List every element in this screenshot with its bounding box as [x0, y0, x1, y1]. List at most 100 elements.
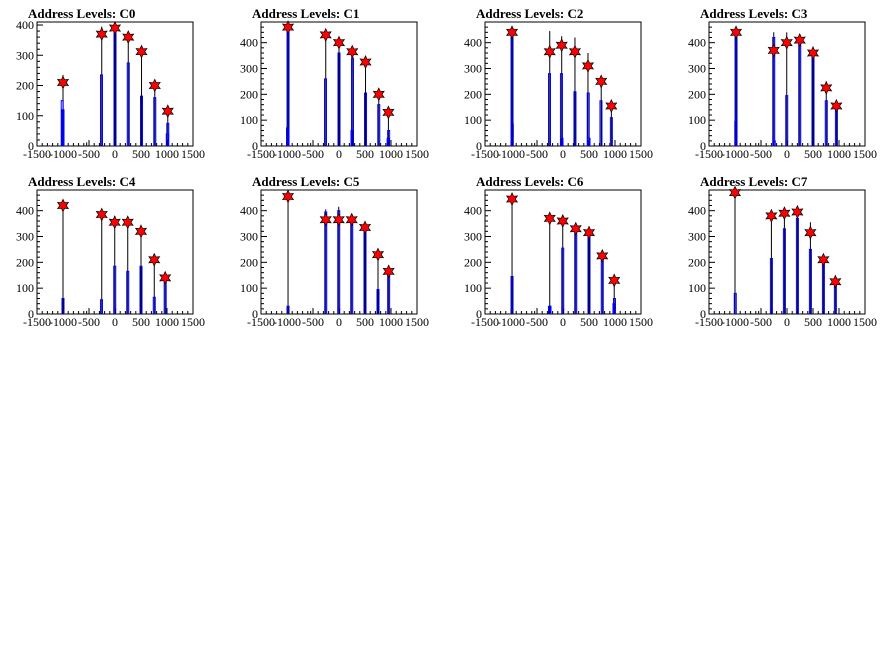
histogram-bar	[139, 265, 143, 314]
x-tick-label: -500	[526, 315, 548, 329]
peak-star-marker	[135, 44, 148, 59]
y-tick-label: 100	[464, 281, 482, 295]
peak-star-marker	[830, 98, 843, 113]
x-tick-label: 1000	[379, 315, 403, 329]
x-tick-label: -500	[526, 147, 548, 161]
histogram-bar	[60, 100, 64, 146]
histogram-bar	[785, 95, 789, 146]
peak-star-marker	[729, 25, 743, 40]
chart-panel: Address Levels: C1 0 100 200 300 400 -1500-100…	[240, 6, 429, 161]
histogram-bar	[61, 109, 65, 146]
x-tick-label: -1000	[49, 315, 77, 329]
x-tick-label: -1000	[721, 147, 749, 161]
x-tick-label: -1500	[695, 147, 723, 161]
peak-star-marker	[728, 185, 742, 200]
x-tick-label: -1500	[471, 147, 499, 161]
y-tick-label: 300	[688, 62, 706, 76]
histogram-bar	[153, 97, 157, 146]
x-tick-label: -1500	[23, 315, 51, 329]
histogram-bar	[733, 292, 737, 314]
peak-star-marker	[56, 75, 70, 90]
peak-star-marker	[332, 212, 345, 227]
y-tick-label: 200	[16, 255, 34, 269]
histogram-bar	[734, 120, 738, 146]
y-tick-label: 400	[16, 204, 34, 218]
peak-star-marker	[555, 38, 568, 53]
peak-star-marker	[569, 221, 582, 236]
x-tick-label: -1500	[23, 147, 51, 161]
peak-star-marker	[345, 212, 358, 227]
x-tick-label: -500	[750, 147, 772, 161]
peak-star-marker	[319, 212, 332, 227]
chart-panel: Address Levels: C2 0 100 200 300 400 -1500-100…	[464, 6, 653, 161]
peak-star-marker	[605, 98, 618, 113]
peak-star-marker	[121, 215, 134, 230]
histogram-bar	[548, 305, 552, 314]
x-tick-label: 1500	[853, 147, 877, 161]
peak-star-marker	[346, 44, 359, 59]
x-tick-label: 0	[784, 315, 790, 329]
x-tick-label: 500	[580, 147, 598, 161]
histogram-bar	[99, 299, 103, 314]
x-tick-label: -1500	[247, 147, 275, 161]
x-tick-label: 1000	[603, 147, 627, 161]
y-tick-label: 0	[28, 139, 34, 153]
panel-title: Address Levels: C1	[252, 6, 359, 21]
histogram-bar	[599, 100, 603, 146]
x-tick-label: -1000	[273, 147, 301, 161]
histogram-bar	[769, 257, 773, 314]
y-tick-label: 200	[240, 255, 258, 269]
x-tick-label: 1500	[181, 315, 205, 329]
x-tick-label: 1500	[629, 315, 653, 329]
x-tick-label: -500	[78, 147, 100, 161]
peak-star-marker	[359, 55, 372, 70]
x-tick-label: -1000	[721, 315, 749, 329]
peak-star-marker	[281, 20, 295, 35]
x-tick-label: 0	[560, 315, 566, 329]
histogram-bar	[587, 137, 591, 146]
x-tick-label: 1000	[603, 315, 627, 329]
peak-star-marker	[332, 35, 346, 50]
x-tick-label: 1000	[827, 147, 851, 161]
histogram-bar	[113, 265, 117, 314]
x-tick-label: -1000	[497, 147, 525, 161]
histogram-bar	[377, 104, 381, 146]
peak-star-marker	[281, 189, 295, 204]
histogram-bar	[99, 74, 103, 146]
panel-title: Address Levels: C7	[700, 174, 808, 189]
y-tick-label: 100	[240, 113, 258, 127]
x-tick-label: 1500	[629, 147, 653, 161]
peak-star-marker	[543, 211, 556, 226]
peak-star-marker	[95, 207, 108, 222]
y-tick-label: 0	[700, 139, 706, 153]
y-tick-label: 300	[16, 48, 34, 62]
x-tick-label: -1000	[273, 315, 301, 329]
peak-star-marker	[56, 198, 70, 213]
peak-star-marker	[161, 104, 174, 119]
peak-star-marker	[319, 27, 332, 42]
y-tick-label: 400	[464, 204, 482, 218]
chart-panel: Address Levels: C3 0 100 200 300 400 -1500-100…	[688, 6, 877, 161]
peak-star-marker	[608, 273, 621, 288]
x-tick-label: 0	[112, 147, 118, 161]
x-tick-label: -1000	[497, 315, 525, 329]
peak-star-marker	[108, 21, 122, 36]
y-tick-label: 200	[464, 255, 482, 269]
histogram-bar	[547, 73, 551, 146]
y-tick-label: 400	[240, 36, 258, 50]
peak-star-marker	[372, 87, 385, 102]
y-tick-label: 100	[240, 281, 258, 295]
histogram-bar	[772, 37, 776, 146]
y-tick-label: 100	[688, 281, 706, 295]
x-tick-label: 1000	[379, 147, 403, 161]
chart-panel: Address Levels: C5 0 100 200 300 400 -1500-100…	[240, 174, 429, 329]
y-tick-label: 0	[252, 307, 258, 321]
peak-star-marker	[122, 30, 135, 45]
histogram-bar	[387, 130, 391, 146]
y-tick-label: 0	[700, 307, 706, 321]
peak-star-marker	[148, 78, 161, 93]
histogram-bar	[324, 211, 328, 314]
x-tick-label: 1500	[405, 315, 429, 329]
